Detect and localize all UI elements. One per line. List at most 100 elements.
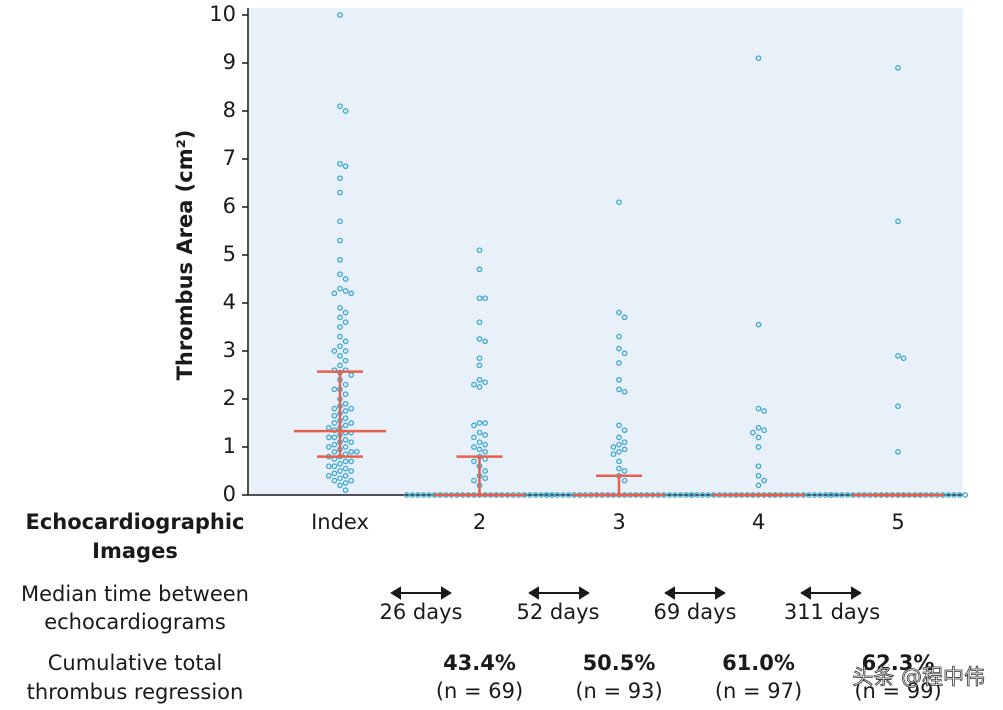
data-point	[532, 492, 539, 498]
data-point	[699, 492, 706, 498]
data-point	[476, 266, 483, 273]
data-point	[337, 460, 343, 467]
data-point	[342, 472, 349, 479]
data-point	[476, 336, 483, 342]
data-point	[755, 472, 762, 479]
data-point	[337, 218, 343, 225]
data-point	[956, 492, 963, 498]
data-point	[471, 434, 477, 441]
data-point	[476, 295, 483, 302]
regression-n: (n = 69)	[436, 679, 523, 703]
row-label: Images	[92, 539, 178, 563]
data-point	[426, 492, 432, 498]
data-point	[337, 256, 343, 263]
data-point	[482, 295, 488, 302]
data-point	[895, 403, 901, 410]
data-point	[476, 439, 483, 446]
data-point	[353, 448, 360, 455]
arrows	[390, 586, 862, 600]
data-point	[420, 492, 427, 498]
data-point	[471, 458, 477, 465]
data-point	[348, 468, 355, 474]
data-point	[616, 441, 622, 448]
data-point	[342, 465, 349, 472]
interval-label: 69 days	[654, 600, 737, 624]
data-point	[331, 386, 338, 393]
data-point	[342, 163, 349, 170]
data-point	[331, 470, 338, 477]
data-point	[616, 333, 622, 340]
data-point	[527, 492, 533, 498]
data-point	[822, 492, 829, 498]
data-point	[342, 348, 349, 354]
y-tick-label: 9	[223, 50, 236, 74]
data-point	[755, 405, 762, 412]
data-point	[694, 492, 700, 498]
data-point	[342, 400, 349, 407]
row-label: Echocardiographic	[26, 510, 245, 534]
data-point	[672, 492, 678, 498]
data-point	[476, 247, 483, 254]
data-point	[337, 468, 343, 474]
data-point	[482, 338, 488, 345]
data-point	[554, 492, 561, 498]
data-point	[337, 475, 343, 482]
data-point	[755, 55, 762, 62]
data-point	[337, 352, 343, 359]
x-tick-label: Index	[311, 510, 369, 534]
data-point	[471, 477, 477, 484]
data-point	[616, 458, 622, 465]
data-point	[616, 199, 622, 206]
regression-percent: 43.4%	[443, 651, 516, 675]
regression-n: (n = 97)	[715, 679, 802, 703]
row-label: Cumulative total	[48, 651, 223, 675]
data-point	[331, 290, 338, 297]
data-point	[806, 492, 812, 498]
data-point	[337, 237, 343, 244]
data-point	[471, 444, 477, 450]
data-point	[538, 492, 544, 498]
data-point	[616, 465, 622, 472]
arrow-heads	[390, 586, 452, 600]
data-point	[621, 427, 628, 434]
data-point	[476, 446, 483, 453]
data-point	[827, 492, 834, 498]
y-tick-label: 5	[223, 242, 236, 266]
data-point	[482, 432, 488, 438]
data-point	[337, 343, 343, 350]
data-point	[476, 384, 483, 390]
data-point	[621, 468, 628, 474]
data-point	[833, 492, 840, 498]
data-point	[482, 379, 488, 386]
data-point	[616, 448, 622, 455]
data-point	[677, 492, 684, 498]
data-point	[471, 381, 477, 388]
data-point	[342, 436, 349, 443]
y-tick-label: 4	[223, 290, 236, 314]
x-tick-label: 3	[612, 510, 625, 534]
data-point	[348, 439, 355, 446]
data-point	[331, 434, 338, 441]
data-point	[895, 448, 901, 455]
data-point	[482, 441, 488, 448]
data-point	[688, 492, 695, 498]
interval-label: 26 days	[380, 600, 463, 624]
data-point	[342, 381, 349, 388]
data-point	[342, 487, 349, 494]
data-point	[331, 441, 338, 448]
watermark: 头条 @程中伟	[852, 665, 985, 689]
data-point	[839, 492, 845, 498]
plot-background	[248, 8, 963, 495]
data-point	[342, 357, 349, 364]
regression-percent: 50.5%	[583, 651, 656, 675]
data-point	[705, 492, 711, 498]
data-point	[471, 422, 477, 429]
data-point	[482, 468, 488, 474]
data-point	[482, 475, 488, 482]
data-point	[348, 420, 355, 426]
row-label: thrombus regression	[27, 680, 244, 704]
data-point	[476, 355, 483, 362]
data-point	[403, 492, 410, 498]
data-point	[482, 420, 488, 426]
data-point	[415, 492, 421, 498]
